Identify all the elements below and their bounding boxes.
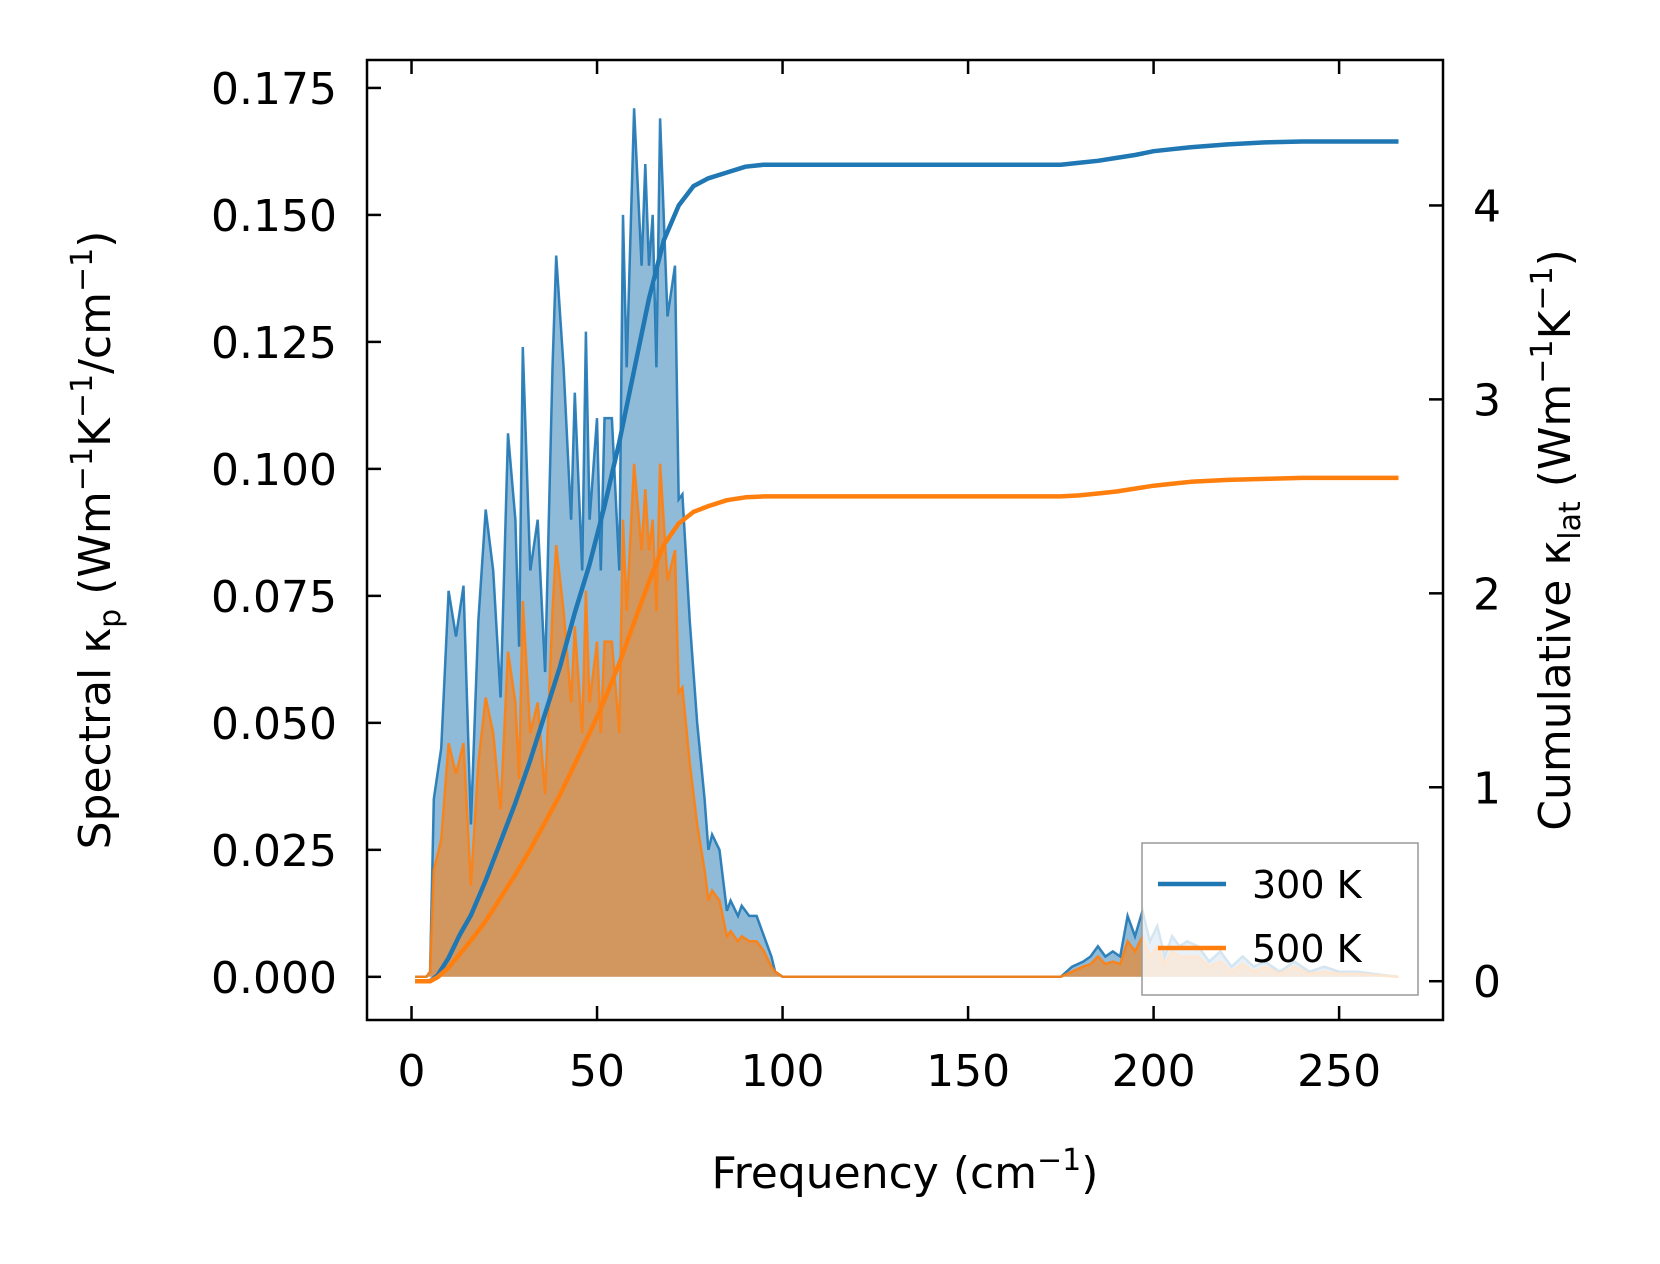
y-tick-label-right: 3 — [1473, 375, 1501, 426]
y-tick-label-left: 0.175 — [211, 64, 337, 115]
y-tick-label-left: 0.000 — [211, 953, 337, 1004]
x-tick-label: 250 — [1297, 1046, 1381, 1097]
x-tick-label: 0 — [398, 1046, 426, 1097]
x-tick-label: 100 — [741, 1046, 825, 1097]
y-tick-label-left: 0.075 — [211, 572, 337, 623]
plot-frame — [365, 58, 1445, 1022]
y-tick-label-right: 4 — [1473, 181, 1501, 232]
y-tick-label-right: 0 — [1473, 957, 1501, 1008]
x-tick-label: 150 — [926, 1046, 1010, 1097]
y-axis-title-left: Spectral κp (Wm−1K−1/cm−1) — [65, 231, 128, 850]
cumulative-line-layer — [415, 139, 1399, 984]
spectral-area-500k — [415, 463, 1399, 977]
y-tick-label-left: 0.025 — [211, 826, 337, 877]
y-tick-label-left: 0.100 — [211, 445, 337, 496]
legend-box — [1141, 842, 1419, 996]
y-tick-label-left: 0.150 — [211, 191, 337, 242]
y-axis-title-right: Cumulative κlat (Wm−1K−1) — [1525, 249, 1588, 831]
y-tick-label-right: 2 — [1473, 569, 1501, 620]
tick-layer: 0 50 100 150 200 250 0.000 0.025 0.050 0.075 0.100… — [211, 60, 1501, 1097]
x-tick-label: 50 — [569, 1046, 625, 1097]
x-tick-label: 200 — [1112, 1046, 1196, 1097]
y-tick-label-right: 1 — [1473, 763, 1501, 814]
legend-label-500k: 500 K — [1252, 927, 1363, 971]
x-axis-title: Frequency (cm−1) — [712, 1143, 1099, 1199]
y-tick-label-left: 0.125 — [211, 318, 337, 369]
cumulative-line-500k — [415, 475, 1399, 984]
y-tick-label-left: 0.050 — [211, 699, 337, 750]
legend: 300 K 500 K — [1141, 842, 1419, 996]
cumulative-line-300k — [415, 139, 1399, 984]
legend-label-300k: 300 K — [1252, 863, 1363, 907]
